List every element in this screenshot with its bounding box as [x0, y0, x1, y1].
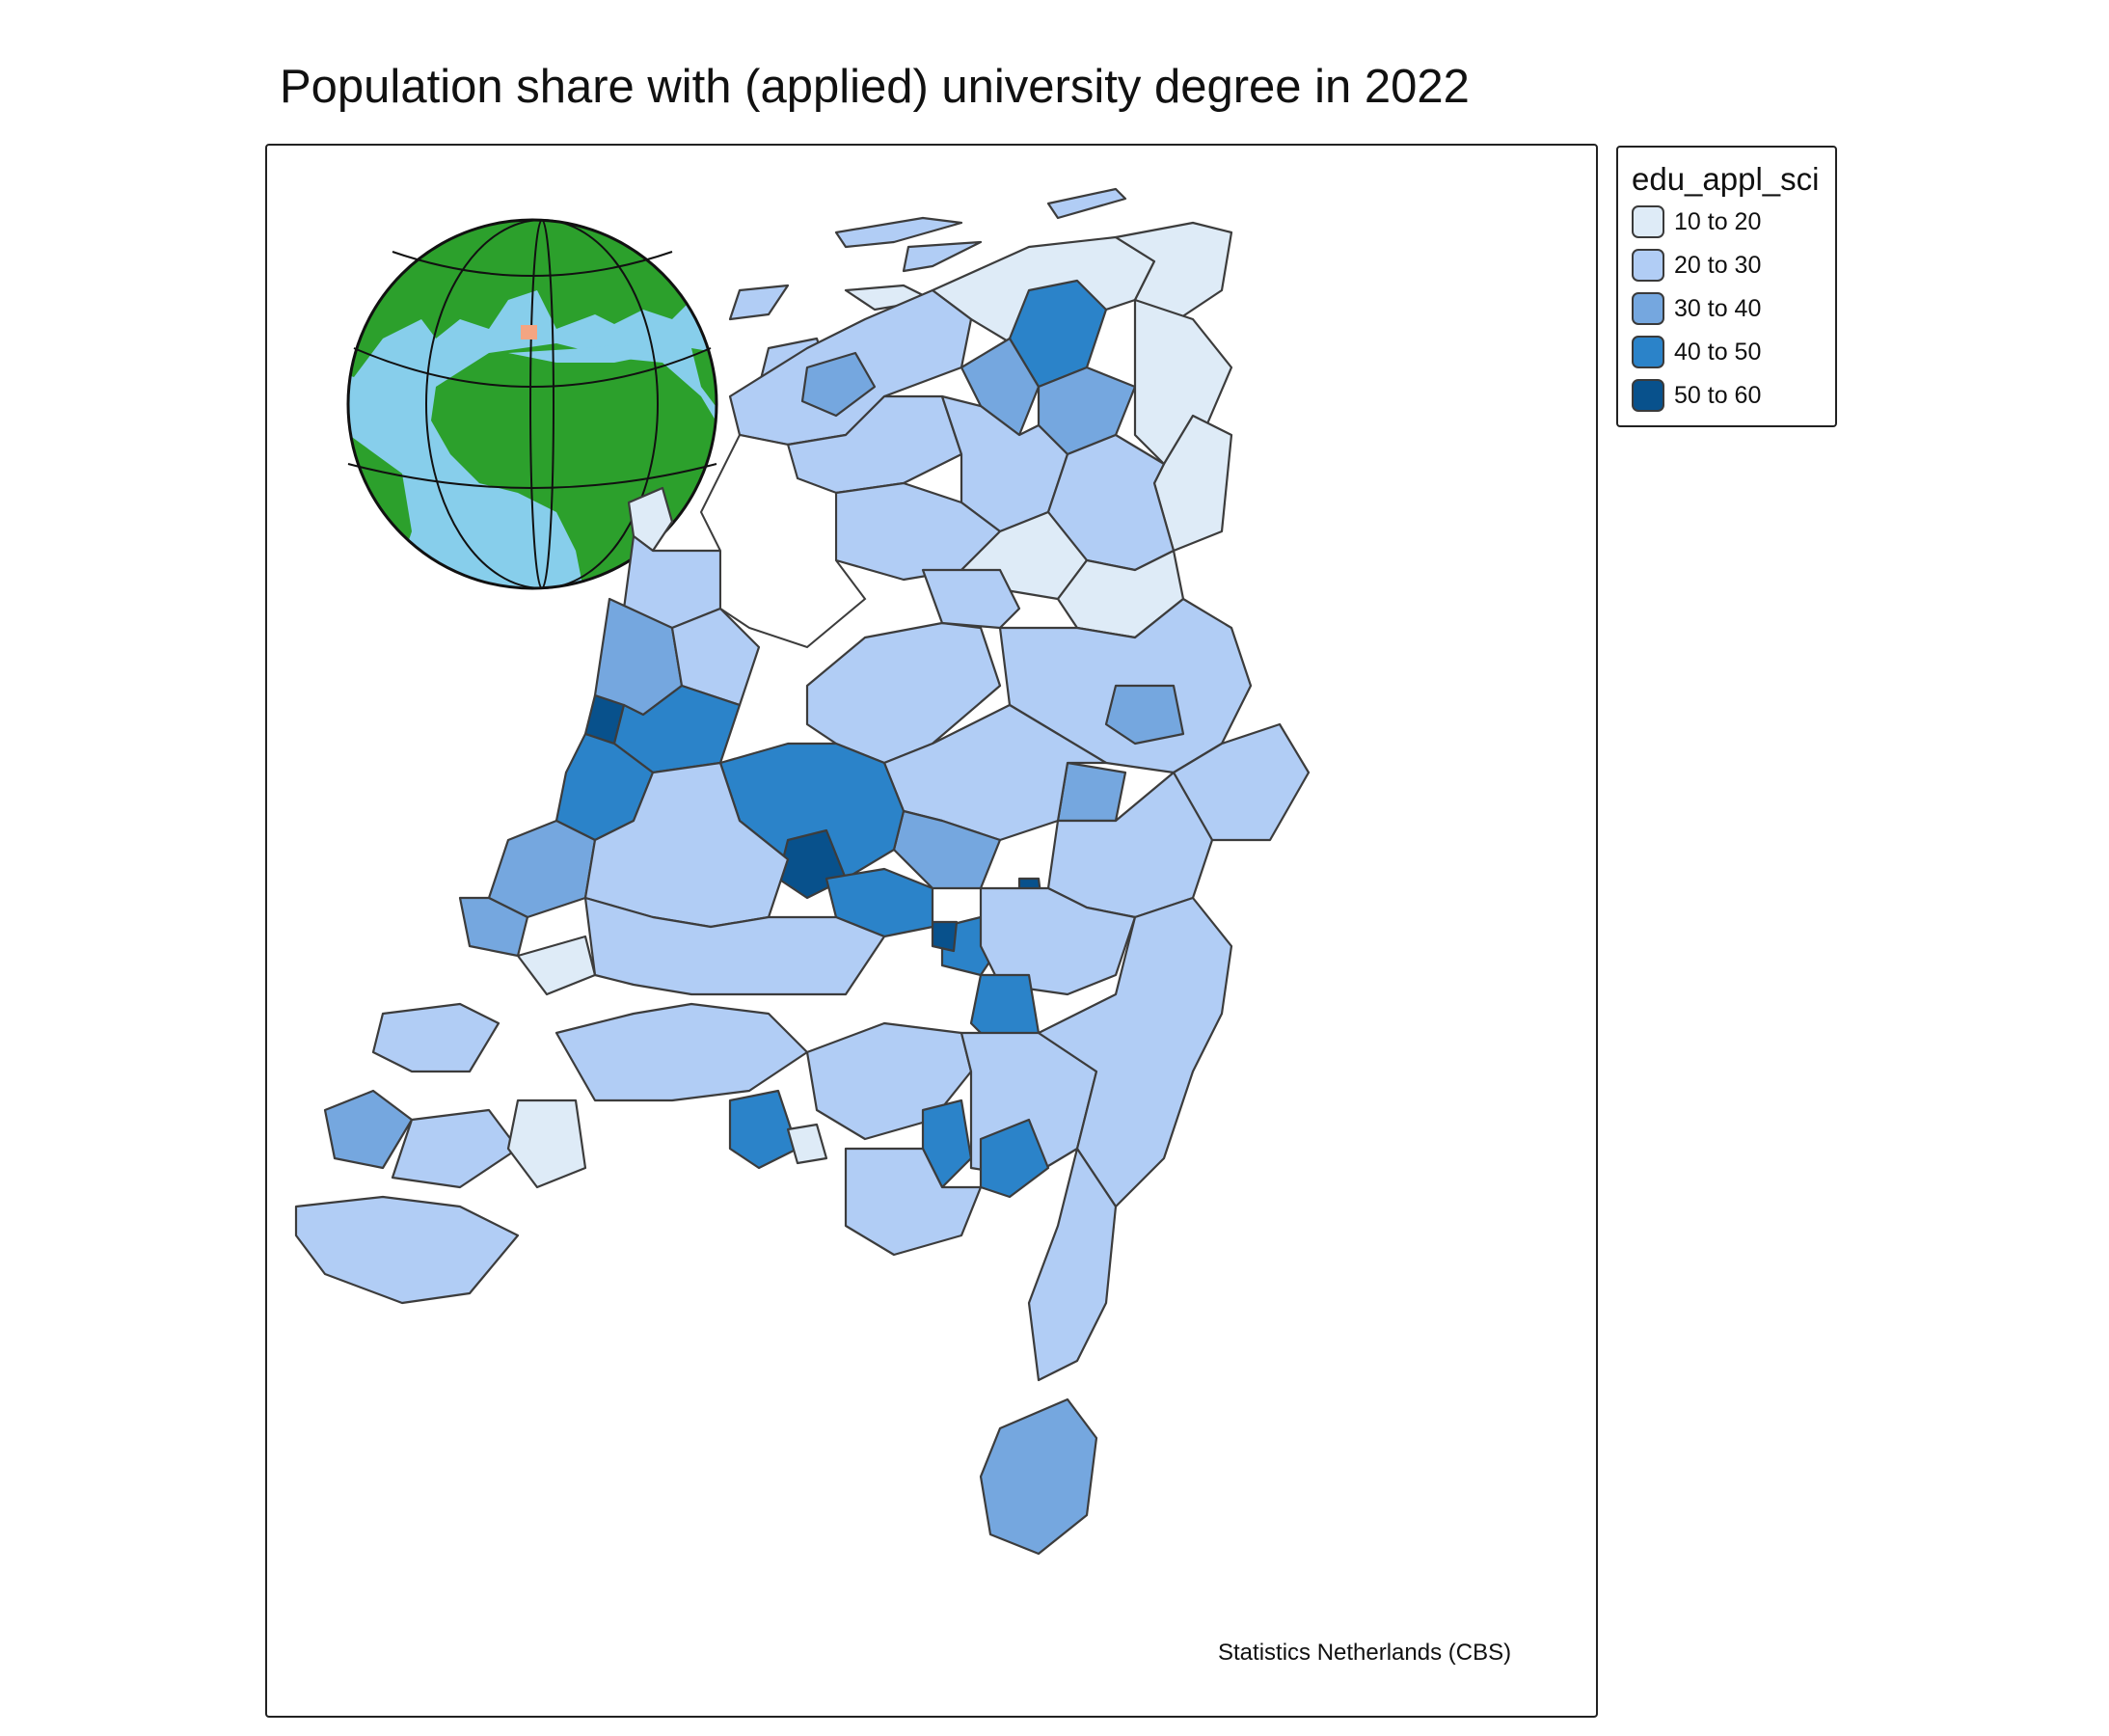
municipalities-layer: [294, 187, 1311, 1556]
municipality[interactable]: [391, 1108, 520, 1189]
legend-item: 40 to 50: [1632, 336, 1825, 370]
municipality[interactable]: [1046, 187, 1127, 220]
credits: Statistics Netherlands (CBS): [1218, 1640, 1512, 1666]
municipality[interactable]: [487, 819, 597, 919]
municipality[interactable]: [583, 896, 886, 996]
legend-swatch: [1632, 205, 1664, 238]
municipality[interactable]: [554, 1002, 809, 1102]
municipality[interactable]: [931, 920, 959, 953]
inset-globe: [346, 218, 718, 590]
municipality[interactable]: [805, 621, 1002, 765]
legend-item: 20 to 30: [1632, 249, 1825, 284]
globe-highlight-netherlands: [521, 325, 537, 339]
legend-swatch: [1632, 292, 1664, 325]
legend-swatch: [1632, 336, 1664, 368]
municipality[interactable]: [294, 1195, 520, 1305]
municipality[interactable]: [1056, 761, 1127, 823]
legend-swatch: [1632, 249, 1664, 282]
map-title: Population share with (applied) universi…: [280, 61, 1470, 113]
municipality[interactable]: [670, 607, 761, 707]
municipality[interactable]: [323, 1089, 414, 1170]
legend-label: 20 to 30: [1674, 252, 1762, 279]
map-frame: [265, 144, 1598, 1718]
legend-item: 30 to 40: [1632, 292, 1825, 327]
municipality[interactable]: [371, 1002, 500, 1073]
legend-title: edu_appl_sci: [1632, 161, 1820, 197]
municipality[interactable]: [786, 1123, 828, 1165]
municipality[interactable]: [800, 351, 877, 418]
municipality[interactable]: [728, 1089, 799, 1170]
municipality[interactable]: [728, 284, 790, 321]
legend-label: 10 to 20: [1674, 208, 1762, 235]
municipality[interactable]: [902, 240, 983, 273]
municipality[interactable]: [627, 486, 674, 553]
municipality[interactable]: [1027, 1147, 1118, 1382]
municipality[interactable]: [506, 1099, 587, 1189]
municipality[interactable]: [979, 1118, 1050, 1199]
municipality[interactable]: [979, 1397, 1098, 1556]
legend-label: 50 to 60: [1674, 382, 1762, 409]
municipality[interactable]: [1104, 684, 1185, 746]
legend-label: 30 to 40: [1674, 295, 1762, 322]
legend: edu_appl_sci 10 to 20 20 to 30 30 to 40 …: [1616, 146, 1837, 427]
municipality[interactable]: [844, 1147, 983, 1257]
legend-item: 50 to 60: [1632, 379, 1825, 414]
municipality[interactable]: [1037, 896, 1233, 1208]
municipality[interactable]: [516, 935, 597, 996]
map-canvas: [294, 187, 1311, 1556]
ijsselmeer: [699, 433, 867, 649]
municipality[interactable]: [979, 886, 1137, 996]
municipality[interactable]: [921, 568, 1021, 630]
legend-label: 40 to 50: [1674, 339, 1762, 366]
municipality[interactable]: [458, 896, 529, 958]
municipality[interactable]: [834, 216, 963, 249]
legend-swatch: [1632, 379, 1664, 412]
municipality[interactable]: [921, 1099, 973, 1189]
legend-item: 10 to 20: [1632, 205, 1825, 240]
